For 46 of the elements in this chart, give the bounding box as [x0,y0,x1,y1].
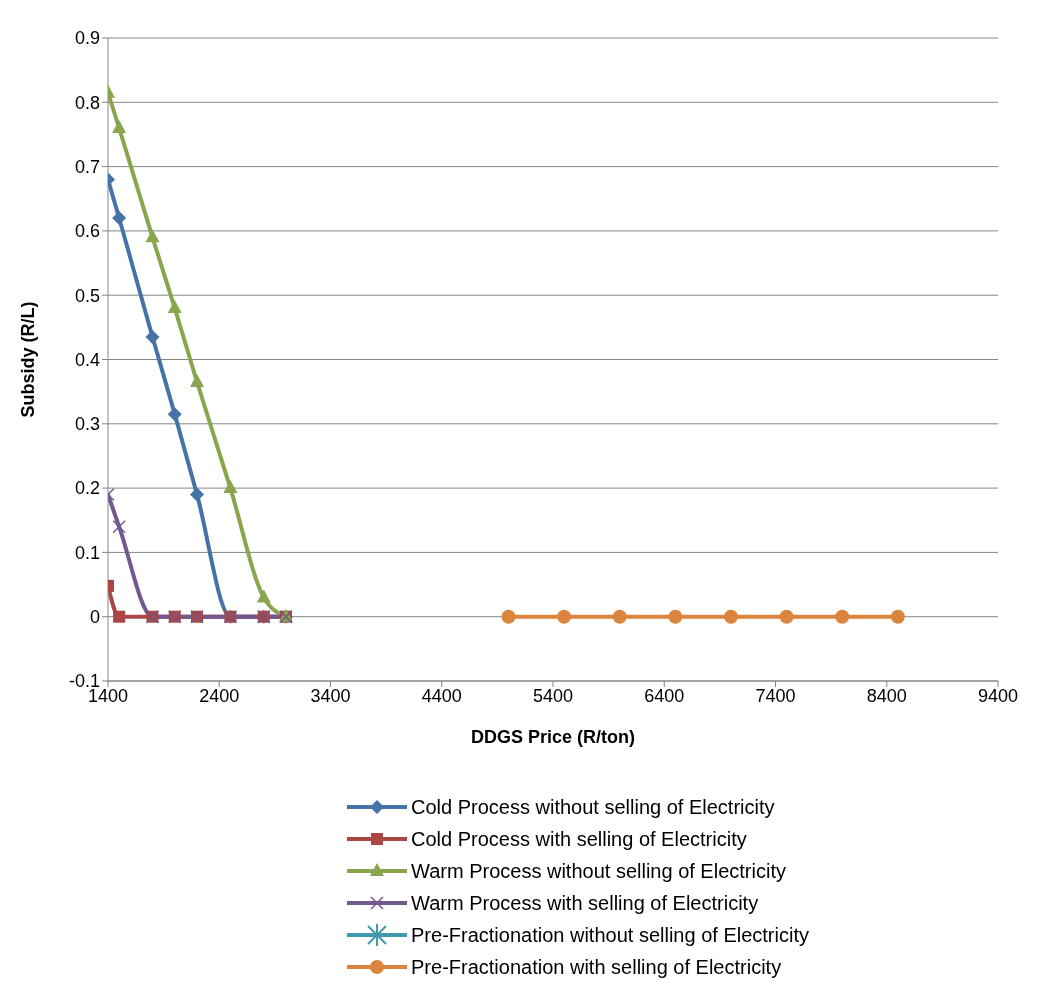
y-tick-label: 0.3 [74,414,100,435]
legend-label: Pre-Fractionation without selling of Electricity [411,923,809,948]
point [167,407,182,422]
y-tick-label: 0.9 [74,28,100,49]
point [145,229,160,243]
y-tick-label: 0.4 [74,349,100,370]
x-tick-label: 6400 [644,685,685,706]
point [256,589,271,603]
point [890,609,905,624]
point [668,609,683,624]
point [835,609,850,624]
legend-label: Warm Process without selling of Electricity [411,859,786,884]
point [724,609,738,624]
point [190,487,204,502]
y-tick-label: 0.2 [74,478,100,499]
point [223,480,238,494]
x-tick-label: 5400 [532,685,574,706]
x-tick-label: 4400 [421,685,462,706]
point [501,609,516,624]
point [113,610,126,623]
legend-label: Cold Process with selling of Electricity [411,827,747,852]
point [112,519,126,534]
y-tick-label: 0.8 [74,92,100,113]
x-tick-label: 3400 [310,685,351,706]
point [167,300,182,314]
point [112,211,127,226]
legend-label: Cold Process without selling of Electricity [411,795,775,820]
x-tick-label: 8400 [866,685,907,706]
legend-label: Pre-Fractionation with selling of Electricity [411,955,782,980]
y-tick-label: 0 [89,607,100,628]
point [112,120,127,134]
point [145,330,160,344]
y-tick-label: 0.6 [74,221,100,242]
x-axis-title: DDGS Price (R/ton) [470,727,636,747]
x-tick-label: 9400 [977,685,1019,706]
x-tick-label: 7400 [755,685,796,706]
y-axis-title: Subsidy (R/L) [18,301,39,418]
point [612,609,627,624]
y-tick-label: 0.1 [74,542,100,563]
point [190,374,204,388]
point [779,609,794,624]
legend-label: Warm Process with selling of Electricity [411,891,759,916]
x-tick-label: 2400 [199,685,240,706]
y-tick-label: 0.5 [74,285,100,306]
y-tick-label: 0.7 [74,156,100,177]
point [557,609,572,624]
